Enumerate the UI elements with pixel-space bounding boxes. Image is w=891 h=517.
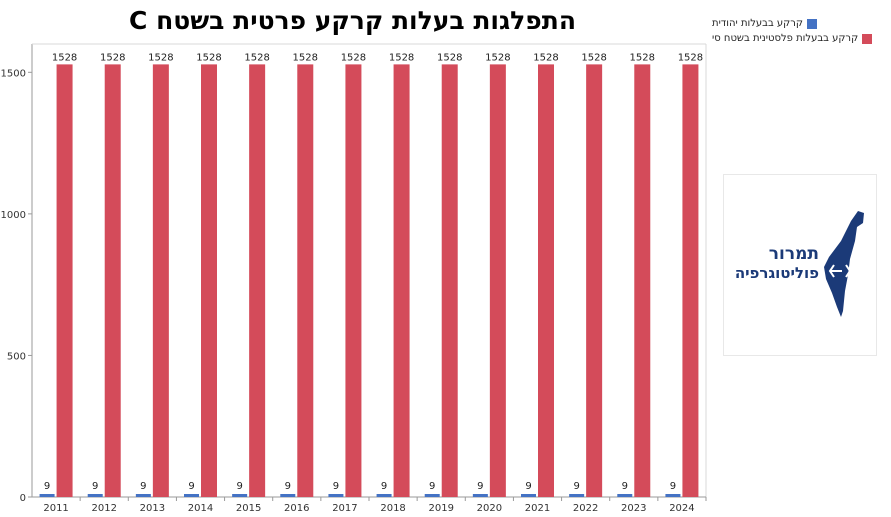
legend: קרקע בבעלות יהודית קרקע בבעלות פלסטינית … — [712, 16, 887, 46]
bar-palestinian — [201, 64, 217, 497]
data-label-palestinian: 1528 — [581, 52, 606, 63]
x-tick-label: 2019 — [428, 503, 453, 514]
bar-palestinian — [249, 64, 266, 497]
x-tick-label: 2021 — [525, 503, 550, 514]
bar-jewish — [328, 494, 344, 497]
data-label-palestinian: 1528 — [341, 52, 366, 63]
data-label-jewish: 9 — [381, 481, 387, 492]
bar-palestinian — [393, 64, 410, 497]
legend-swatch-jewish — [807, 18, 818, 29]
bar-jewish — [376, 494, 392, 497]
data-label-palestinian: 1528 — [437, 52, 462, 63]
data-label-jewish: 9 — [429, 481, 435, 492]
logo-text: תמרור פוליטוגרפיה — [724, 245, 819, 283]
data-label-jewish: 9 — [285, 481, 291, 492]
x-tick-label: 2020 — [477, 503, 502, 514]
bar-palestinian — [538, 64, 554, 497]
data-label-jewish: 9 — [333, 481, 339, 492]
data-label-jewish: 9 — [670, 481, 676, 492]
data-label-palestinian: 1528 — [148, 52, 173, 63]
bar-palestinian — [682, 64, 699, 497]
chart-title: התפלגות בעלות קרקע פרטית בשטח C — [129, 6, 576, 35]
data-label-palestinian: 1528 — [389, 52, 414, 63]
bar-jewish — [135, 494, 151, 497]
bar-palestinian — [441, 64, 458, 497]
y-tick-label: 1500 — [1, 68, 26, 79]
legend-label-palestinian: קרקע בבעלות פלסטינית בשטח סי — [712, 33, 859, 44]
x-tick-label: 2013 — [140, 503, 165, 514]
bar-palestinian — [634, 64, 651, 497]
data-label-palestinian: 1528 — [678, 52, 703, 63]
bar-jewish — [184, 494, 199, 497]
y-tick-label: 500 — [7, 351, 26, 362]
bar-palestinian — [104, 64, 121, 497]
x-tick-label: 2024 — [669, 503, 694, 514]
legend-entry-jewish: קרקע בבעלות יהודית — [712, 16, 887, 31]
logo-line-2: פוליטוגרפיה — [734, 264, 819, 282]
y-axis: 0 500 1000 1500 — [1, 43, 707, 504]
bar-jewish — [232, 494, 248, 497]
bar-jewish — [665, 494, 681, 497]
bar-jewish — [280, 494, 296, 497]
bar-jewish — [424, 494, 440, 497]
data-label-jewish: 9 — [573, 481, 579, 492]
y-tick-label: 0 — [20, 493, 26, 504]
data-label-jewish: 9 — [236, 481, 242, 492]
data-label-palestinian: 1528 — [485, 52, 510, 63]
bar-jewish — [472, 494, 488, 497]
data-label-palestinian: 1528 — [533, 52, 558, 63]
bar-jewish — [569, 494, 585, 497]
y-tick-label: 1000 — [1, 210, 26, 221]
data-labels: 9 1528 9 1528 9 1528 9 1528 9 1528 9 1528 9 1528 9 1528… — [44, 52, 703, 492]
data-label-jewish: 9 — [44, 481, 50, 492]
data-label-jewish: 9 — [525, 481, 531, 492]
bar-palestinian — [152, 64, 169, 497]
x-tick-label: 2018 — [380, 503, 405, 514]
legend-label-jewish: קרקע בבעלות יהודית — [712, 18, 804, 29]
bar-palestinian — [297, 64, 314, 497]
data-label-palestinian: 1528 — [52, 52, 77, 63]
x-axis: 2011 2012 2013 2014 2015 2016 2017 2018 2019 2020… — [32, 496, 707, 514]
legend-entry-palestinian: קרקע בבעלות פלסטינית בשטח סי — [712, 31, 887, 46]
data-label-jewish: 9 — [92, 481, 98, 492]
x-tick-label: 2016 — [284, 503, 309, 514]
data-label-palestinian: 1528 — [293, 52, 318, 63]
data-label-palestinian: 1528 — [630, 52, 655, 63]
bar-jewish — [87, 494, 103, 497]
x-tick-label: 2022 — [573, 503, 598, 514]
x-tick-label: 2011 — [43, 503, 68, 514]
x-tick-label: 2015 — [236, 503, 261, 514]
logo: תמרור פוליטוגרפיה — [724, 175, 876, 355]
data-label-palestinian: 1528 — [196, 52, 221, 63]
israel-map-icon — [824, 211, 864, 317]
data-label-jewish: 9 — [477, 481, 483, 492]
data-label-palestinian: 1528 — [244, 52, 269, 63]
data-label-jewish: 9 — [622, 481, 628, 492]
bars — [39, 64, 699, 497]
legend-swatch-palestinian — [862, 33, 873, 44]
x-tick-label: 2023 — [621, 503, 646, 514]
bar-palestinian — [489, 64, 506, 497]
bar-jewish — [39, 494, 55, 497]
x-tick-label: 2014 — [188, 503, 213, 514]
bar-jewish — [521, 494, 536, 497]
data-label-jewish: 9 — [140, 481, 146, 492]
bar-jewish — [617, 494, 633, 497]
bar-palestinian — [586, 64, 603, 497]
x-tick-label: 2012 — [91, 503, 116, 514]
data-label-palestinian: 1528 — [100, 52, 125, 63]
data-label-jewish: 9 — [188, 481, 194, 492]
bar-palestinian — [56, 64, 73, 497]
logo-line-1: תמרור — [768, 244, 819, 264]
x-tick-label: 2017 — [332, 503, 357, 514]
bar-palestinian — [345, 64, 362, 497]
